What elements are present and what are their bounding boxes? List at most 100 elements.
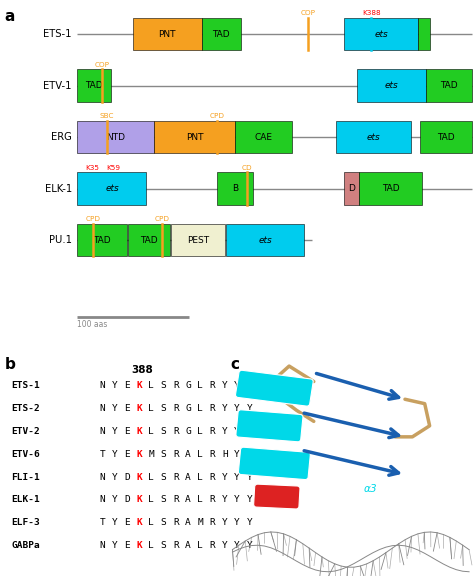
- Bar: [419, 18, 430, 51]
- Text: Y: Y: [222, 381, 228, 391]
- Text: ELF-3: ELF-3: [11, 518, 40, 527]
- Text: TAD: TAD: [382, 184, 400, 193]
- Text: ETS-2: ETS-2: [11, 404, 40, 413]
- Text: D: D: [124, 495, 130, 505]
- Bar: [359, 172, 422, 205]
- Text: ets: ets: [258, 236, 272, 244]
- Text: K: K: [136, 450, 142, 459]
- Text: K35: K35: [85, 165, 100, 171]
- Text: Y: Y: [234, 518, 240, 527]
- Text: L: L: [148, 495, 154, 505]
- Text: L: L: [198, 541, 203, 550]
- Text: N: N: [100, 381, 105, 391]
- Text: R: R: [210, 495, 216, 505]
- Text: CPD: CPD: [155, 216, 170, 222]
- Text: ETV-2: ETV-2: [11, 427, 40, 436]
- Text: L: L: [148, 404, 154, 413]
- FancyBboxPatch shape: [236, 370, 313, 406]
- Text: M: M: [198, 518, 203, 527]
- Text: Y: Y: [246, 518, 252, 527]
- Text: K388: K388: [362, 10, 381, 16]
- Text: L: L: [198, 495, 203, 505]
- Text: SBC: SBC: [100, 113, 114, 119]
- Text: N: N: [100, 427, 105, 436]
- Text: Y: Y: [112, 404, 118, 413]
- Text: a: a: [5, 9, 15, 24]
- Text: R: R: [210, 450, 216, 459]
- Bar: [426, 69, 472, 102]
- Text: M: M: [148, 450, 154, 459]
- Text: CPD: CPD: [210, 113, 225, 119]
- Text: COP: COP: [94, 62, 109, 68]
- Text: R: R: [173, 541, 179, 550]
- Text: L: L: [198, 427, 203, 436]
- Bar: [77, 121, 155, 154]
- Text: K59: K59: [106, 165, 120, 171]
- Text: A: A: [185, 450, 191, 459]
- Text: TAD: TAD: [140, 236, 158, 244]
- Text: L: L: [148, 381, 154, 391]
- Text: 388: 388: [131, 365, 153, 375]
- Text: TAD: TAD: [437, 133, 455, 141]
- Text: TAD: TAD: [93, 236, 111, 244]
- Text: ETV-1: ETV-1: [43, 81, 72, 91]
- Text: E: E: [124, 450, 130, 459]
- Text: R: R: [173, 473, 179, 481]
- Text: Y: Y: [246, 450, 252, 459]
- FancyBboxPatch shape: [254, 484, 300, 509]
- Text: L: L: [198, 450, 203, 459]
- Text: c: c: [230, 357, 239, 372]
- FancyBboxPatch shape: [236, 410, 303, 442]
- Text: ELK-1: ELK-1: [45, 184, 72, 194]
- Text: ERG: ERG: [51, 132, 72, 142]
- Text: Y: Y: [222, 427, 228, 436]
- Text: S: S: [161, 518, 166, 527]
- Bar: [171, 224, 225, 257]
- Text: Y: Y: [234, 404, 240, 413]
- Text: K: K: [136, 473, 142, 481]
- Text: COP: COP: [301, 10, 316, 16]
- Text: G: G: [185, 404, 191, 413]
- Text: Y: Y: [112, 473, 118, 481]
- Text: K: K: [136, 518, 142, 527]
- Text: R: R: [210, 381, 216, 391]
- Text: Y: Y: [234, 473, 240, 481]
- Text: Y: Y: [222, 541, 228, 550]
- Text: R: R: [173, 404, 179, 413]
- Text: E: E: [124, 381, 130, 391]
- Text: D: D: [348, 184, 355, 193]
- Text: S: S: [161, 381, 166, 391]
- Text: R: R: [173, 495, 179, 505]
- Bar: [133, 18, 201, 51]
- Text: FLI-1: FLI-1: [11, 473, 40, 481]
- Text: Y: Y: [246, 495, 252, 505]
- Text: R: R: [210, 404, 216, 413]
- Text: Y: Y: [222, 495, 228, 505]
- Text: R: R: [210, 541, 216, 550]
- Bar: [357, 69, 426, 102]
- Text: ets: ets: [374, 30, 388, 38]
- Text: H: H: [222, 450, 228, 459]
- FancyBboxPatch shape: [238, 447, 310, 480]
- Text: D: D: [124, 473, 130, 481]
- Text: R: R: [210, 473, 216, 481]
- Text: Y: Y: [234, 450, 240, 459]
- Text: ETV-6: ETV-6: [11, 450, 40, 459]
- Text: TAD: TAD: [85, 81, 103, 90]
- Text: R: R: [173, 427, 179, 436]
- Bar: [344, 172, 359, 205]
- Text: A: A: [185, 518, 191, 527]
- Text: R: R: [173, 518, 179, 527]
- Bar: [218, 172, 253, 205]
- Text: b: b: [5, 357, 16, 372]
- Bar: [227, 224, 304, 257]
- Text: S: S: [161, 473, 166, 481]
- Text: $\alpha$3: $\alpha$3: [363, 482, 378, 494]
- Text: Y: Y: [234, 495, 240, 505]
- Text: Y: Y: [112, 381, 118, 391]
- Text: TAD: TAD: [440, 81, 458, 90]
- Text: ETS-1: ETS-1: [43, 29, 72, 39]
- Text: N: N: [100, 495, 105, 505]
- Text: S: S: [161, 404, 166, 413]
- Bar: [344, 18, 419, 51]
